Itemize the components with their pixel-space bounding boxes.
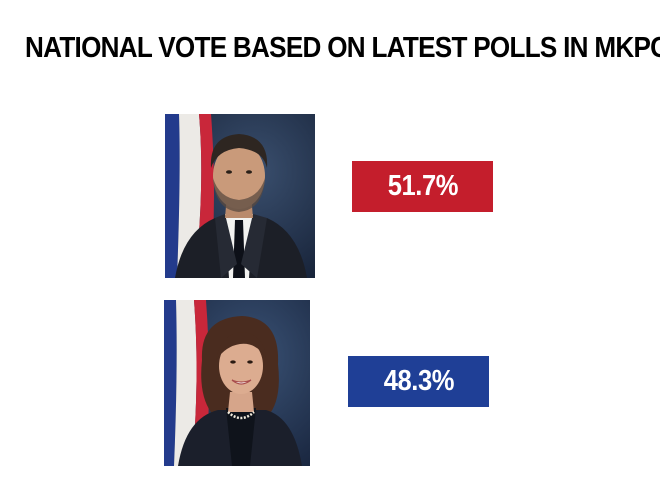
male-candidate-portrait (165, 114, 315, 278)
male-candidate-percent: 51.7% (387, 170, 458, 202)
female-candidate-percent: 48.3% (383, 365, 454, 397)
female-candidate-percent-badge: 48.3% (348, 356, 489, 407)
male-candidate-percent-badge: 51.7% (352, 161, 493, 212)
female-candidate-portrait (164, 300, 310, 466)
page-title: NATIONAL VOTE BASED ON LATEST POLLS IN M… (25, 32, 660, 64)
